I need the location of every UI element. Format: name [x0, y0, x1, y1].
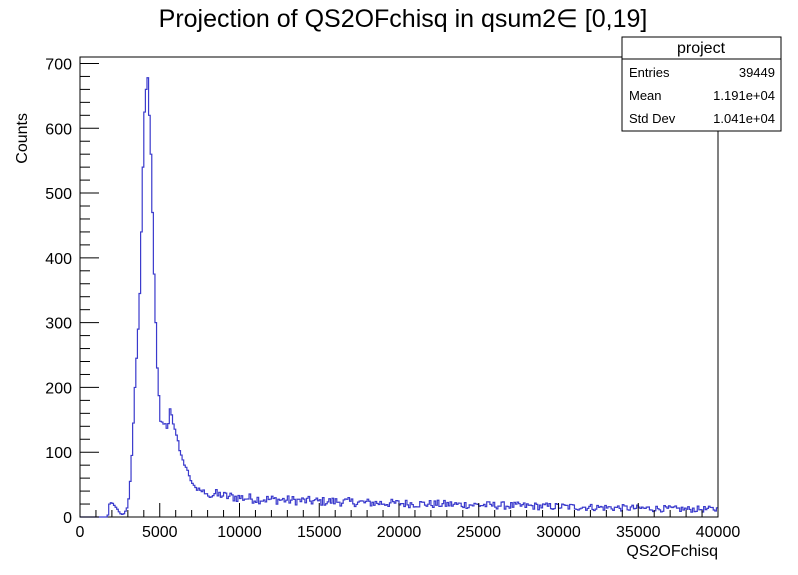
stats-box: project Entries 39449 Mean 1.191e+04 Std…: [621, 36, 782, 132]
y-tick-label: 100: [45, 445, 72, 462]
histogram-layer: [80, 77, 718, 518]
stats-box-title: project: [677, 40, 726, 57]
stats-mean-value: 1.191e+04: [713, 88, 775, 103]
y-tick-label: 0: [63, 510, 72, 527]
x-tick-label: 0: [76, 524, 85, 541]
y-tick-label: 700: [45, 56, 72, 73]
y-tick-label: 500: [45, 186, 72, 203]
stats-entries-label: Entries: [629, 65, 670, 80]
y-tick-label: 300: [45, 316, 72, 333]
x-tick-label: 10000: [217, 524, 262, 541]
stats-box-frame: [621, 36, 782, 132]
x-tick-label: 30000: [536, 524, 581, 541]
x-tick-label: 35000: [616, 524, 661, 541]
y-axis-label: Counts: [14, 113, 31, 164]
stats-mean-label: Mean: [629, 88, 662, 103]
chart-title: Projection of QS2OFchisq in qsum2∈ [0,19…: [159, 5, 648, 33]
x-axis-label: QS2OFchisq: [626, 543, 718, 560]
axis-ticks: 0 5000 10000 15000 20000 25000 30000 35000 40000…: [45, 56, 740, 541]
stats-entries-value: 39449: [739, 65, 775, 80]
x-tick-label: 40000: [696, 524, 741, 541]
x-tick-label: 20000: [377, 524, 422, 541]
stats-stddev-label: Std Dev: [629, 111, 676, 126]
y-tick-label: 200: [45, 380, 72, 397]
histogram-line: [80, 77, 718, 518]
stats-stddev-value: 1.041e+04: [713, 111, 775, 126]
y-tick-label: 600: [45, 121, 72, 138]
y-tick-label: 400: [45, 251, 72, 268]
x-tick-label: 25000: [457, 524, 502, 541]
x-tick-label: 15000: [297, 524, 342, 541]
x-tick-label: 5000: [142, 524, 178, 541]
